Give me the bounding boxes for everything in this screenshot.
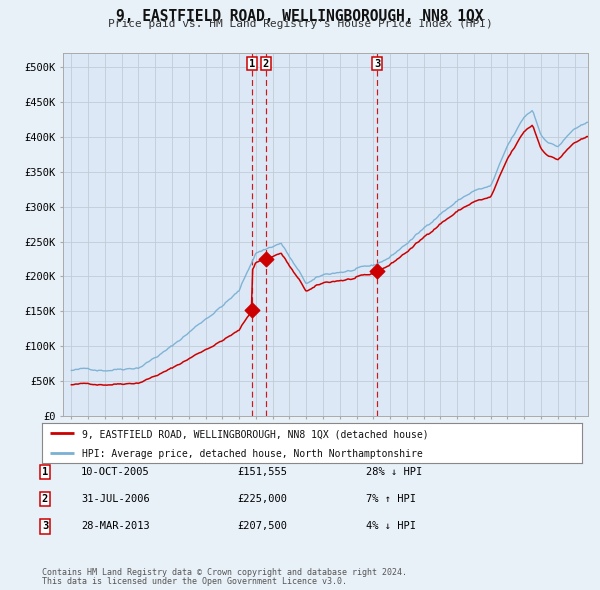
Text: 3: 3 bbox=[42, 522, 48, 531]
Text: £207,500: £207,500 bbox=[237, 522, 287, 531]
Text: This data is licensed under the Open Government Licence v3.0.: This data is licensed under the Open Gov… bbox=[42, 578, 347, 586]
Text: 9, EASTFIELD ROAD, WELLINGBOROUGH, NN8 1QX: 9, EASTFIELD ROAD, WELLINGBOROUGH, NN8 1… bbox=[116, 9, 484, 24]
Point bbox=[261, 254, 271, 264]
Text: £151,555: £151,555 bbox=[237, 467, 287, 477]
Text: 1: 1 bbox=[42, 467, 48, 477]
Text: 10-OCT-2005: 10-OCT-2005 bbox=[81, 467, 150, 477]
Text: 28-MAR-2013: 28-MAR-2013 bbox=[81, 522, 150, 531]
Text: 1: 1 bbox=[249, 58, 256, 68]
Text: 28% ↓ HPI: 28% ↓ HPI bbox=[366, 467, 422, 477]
Text: £225,000: £225,000 bbox=[237, 494, 287, 504]
Text: 2: 2 bbox=[42, 494, 48, 504]
Text: 3: 3 bbox=[374, 58, 380, 68]
Text: 2: 2 bbox=[262, 58, 269, 68]
Point bbox=[247, 306, 257, 315]
Point bbox=[373, 267, 382, 276]
Text: HPI: Average price, detached house, North Northamptonshire: HPI: Average price, detached house, Nort… bbox=[83, 450, 423, 460]
Text: 7% ↑ HPI: 7% ↑ HPI bbox=[366, 494, 416, 504]
Text: Price paid vs. HM Land Registry's House Price Index (HPI): Price paid vs. HM Land Registry's House … bbox=[107, 19, 493, 30]
Text: 9, EASTFIELD ROAD, WELLINGBOROUGH, NN8 1QX (detached house): 9, EASTFIELD ROAD, WELLINGBOROUGH, NN8 1… bbox=[83, 430, 429, 440]
Text: 31-JUL-2006: 31-JUL-2006 bbox=[81, 494, 150, 504]
Text: Contains HM Land Registry data © Crown copyright and database right 2024.: Contains HM Land Registry data © Crown c… bbox=[42, 568, 407, 577]
Text: 4% ↓ HPI: 4% ↓ HPI bbox=[366, 522, 416, 531]
